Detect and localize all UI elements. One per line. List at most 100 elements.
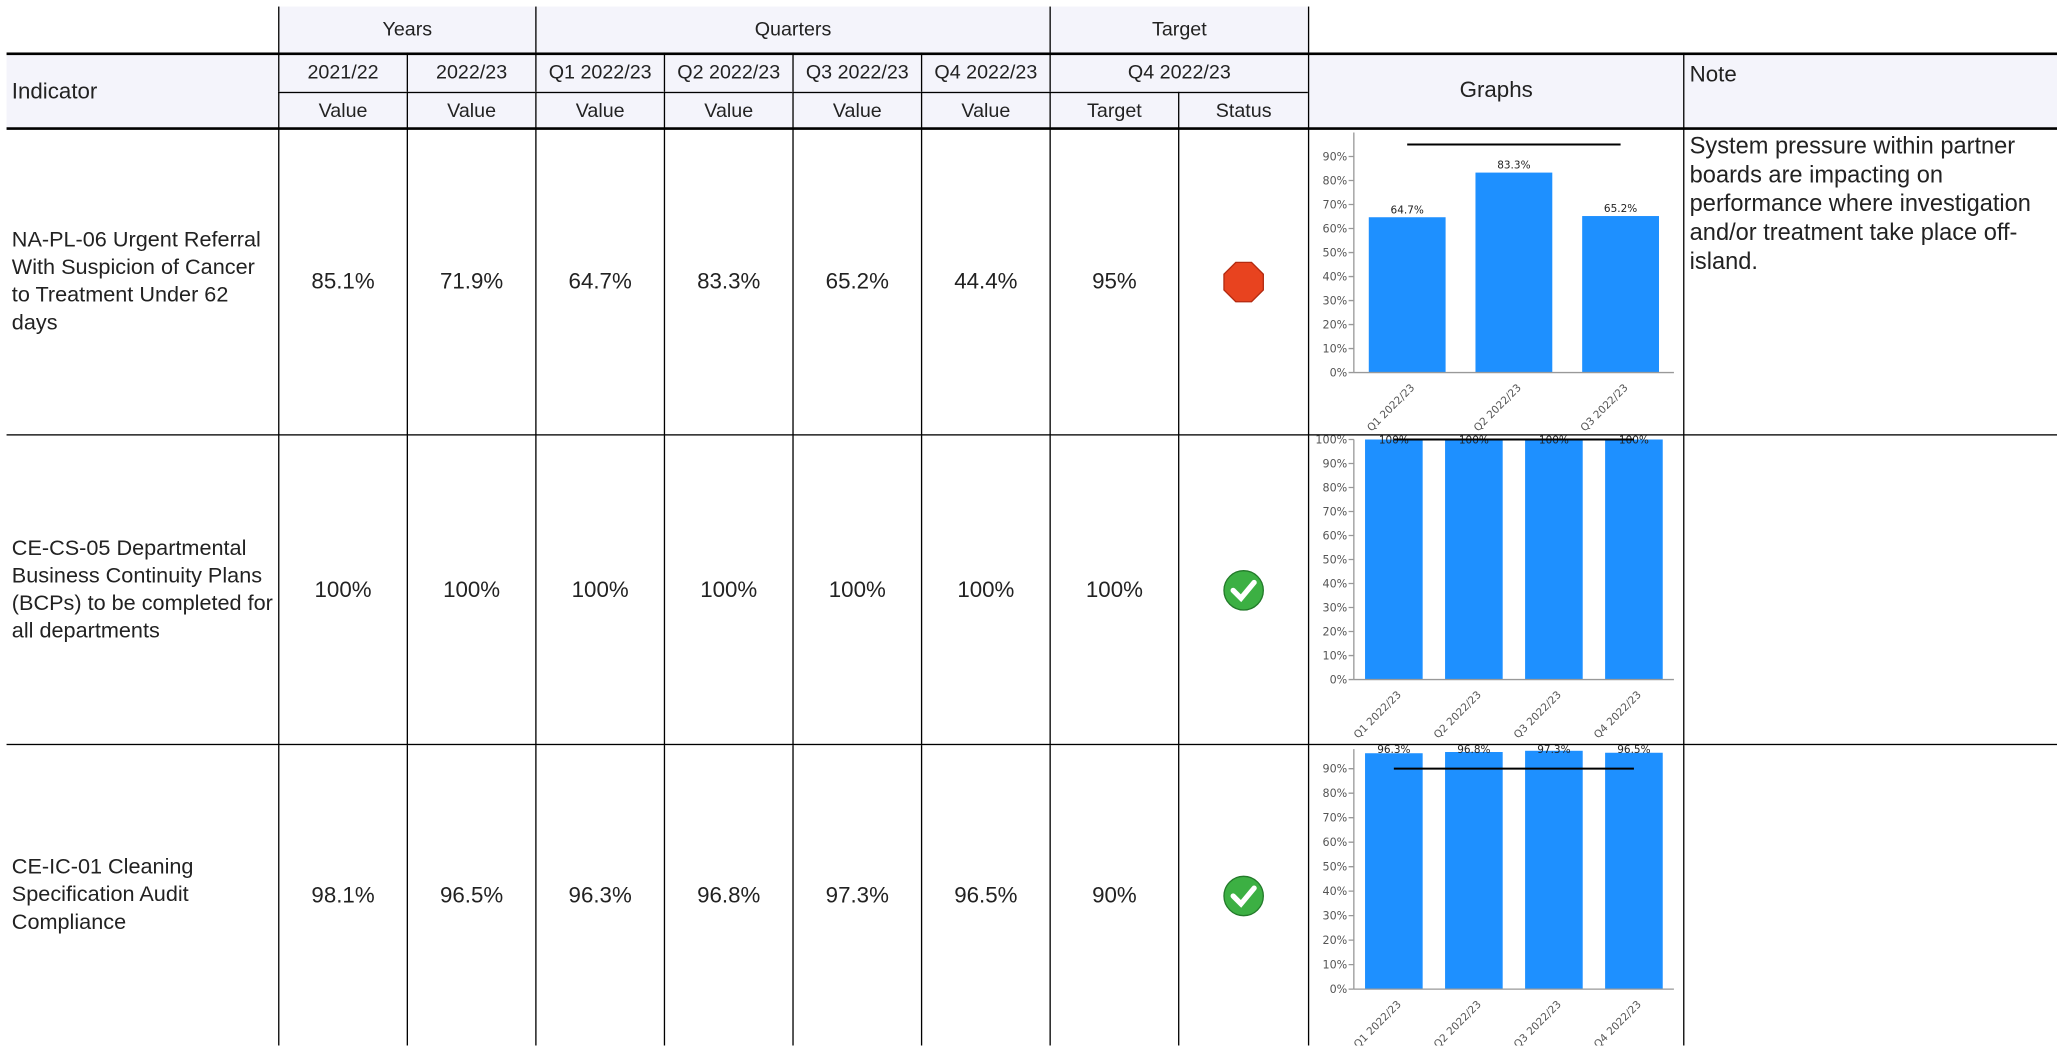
cell-text: 44.4% — [954, 268, 1018, 294]
value: 83.3% — [663, 128, 793, 436]
cell-text: 98.1% — [311, 882, 375, 908]
period-header: Q2 2022/23 — [663, 52, 793, 92]
cell-text: Value — [961, 99, 1011, 123]
subheader: Status — [1178, 91, 1308, 129]
indicator-header: Indicator — [6, 52, 279, 129]
ok-icon — [1223, 875, 1264, 916]
cell-text: 2021/22 — [307, 61, 379, 84]
y-tick-label: 30% — [1323, 294, 1348, 307]
value-label: 100% — [1459, 436, 1489, 447]
bar — [1525, 750, 1583, 990]
y-tick-label: 0% — [1330, 367, 1348, 380]
note-header: Note — [1683, 52, 2057, 129]
value: 100% — [663, 435, 793, 746]
period-header: 2021/22 — [278, 52, 407, 92]
mini-chart: 0% 10% 20% 30% 40% 50% 60% 70% 80% 90% 64.7% Q1 202… — [1323, 132, 1674, 434]
cell-text: CE-CS-05 Departmental Business Continuit… — [11, 536, 273, 643]
value-label: 96.3% — [1377, 745, 1410, 756]
target: 100% — [1049, 435, 1178, 746]
indicator: CE-CS-05 Departmental Business Continuit… — [7, 436, 279, 746]
x-tick-label: Q3 2022/23 — [1578, 382, 1630, 434]
status — [1178, 128, 1308, 436]
cell-text: Note — [1689, 61, 1737, 87]
value-label: 100% — [1379, 436, 1409, 447]
subheader: Value — [406, 91, 536, 129]
status-icon — [1223, 875, 1264, 916]
value: 100% — [406, 435, 536, 746]
y-tick-label: 60% — [1323, 222, 1348, 235]
y-tick-label: 70% — [1323, 505, 1348, 518]
value-label: 96.5% — [1617, 745, 1650, 756]
y-tick-label: 0% — [1330, 983, 1348, 996]
graph-cell: 0% 10% 20% 30% 40% 50% 60% 70% 80% 90% 100% 100% Q1 … — [1307, 435, 1683, 746]
bar — [1475, 172, 1553, 373]
bars — [1368, 172, 1659, 373]
x-tick-label: Q2 2022/23 — [1432, 689, 1484, 741]
cell-text: NA-PL-06 Urgent Referral With Suspicion … — [11, 228, 261, 335]
mini-chart: 0% 10% 20% 30% 40% 50% 60% 70% 80% 90% 100% 100% Q1 … — [1315, 436, 1674, 741]
x-tick-label: Q1 2022/23 — [1352, 999, 1404, 1046]
cell-text: 65.2% — [825, 268, 889, 294]
cell-text: 100% — [571, 577, 629, 603]
cell-text: 100% — [700, 577, 758, 603]
cell-text: Indicator — [11, 78, 98, 103]
cell-text: 100% — [443, 577, 501, 603]
cell-text: 100% — [828, 577, 886, 603]
y-tick-label: 70% — [1323, 812, 1348, 825]
value-label: 64.7% — [1391, 204, 1424, 216]
y-tick-label: 30% — [1323, 910, 1348, 923]
status — [1178, 435, 1308, 746]
subheader: Value — [278, 91, 407, 129]
status-icon — [1223, 261, 1264, 303]
graphs-header: Graphs — [1307, 52, 1684, 129]
cell-text: 85.1% — [311, 268, 375, 294]
bar — [1605, 439, 1663, 680]
bar — [1445, 439, 1503, 680]
bar — [1582, 216, 1659, 373]
cell-text: Graphs — [1459, 77, 1533, 103]
group-header: Target — [1049, 6, 1308, 53]
cell-text: 96.8% — [697, 882, 761, 908]
y-tick-label: 0% — [1330, 673, 1348, 686]
bar — [1365, 439, 1423, 680]
value-label: 83.3% — [1497, 160, 1530, 172]
x-tick-label: Q2 2022/23 — [1472, 382, 1524, 434]
status — [1178, 745, 1308, 1046]
y-tick-label: 90% — [1323, 457, 1348, 470]
x-tick-label: Q4 2022/23 — [1592, 689, 1644, 741]
period-header: Q1 2022/23 — [535, 52, 664, 92]
x-tick-label: Q1 2022/23 — [1352, 689, 1404, 741]
cell-text: Years — [382, 18, 433, 41]
cell-text: 100% — [314, 577, 372, 603]
cell-text: 71.9% — [439, 268, 504, 294]
target: 95% — [1049, 128, 1178, 436]
cell-text: 95% — [1092, 268, 1137, 294]
period-header: 2022/23 — [406, 52, 536, 92]
cell-text: Value — [575, 99, 625, 123]
value: 100% — [535, 435, 664, 746]
y-tick-label: 70% — [1323, 198, 1348, 211]
cell-text: Q4 2022/23 — [1127, 61, 1231, 84]
period-header: Q3 2022/23 — [792, 52, 921, 92]
y-tick-label: 100% — [1315, 436, 1347, 447]
note: System pressure within partner boards ar… — [1683, 128, 2057, 436]
bar — [1605, 752, 1663, 990]
cell-text: Target — [1087, 99, 1142, 123]
cell-text: 64.7% — [568, 268, 632, 294]
value: 71.9% — [406, 128, 536, 436]
y-tick-label: 60% — [1323, 836, 1348, 849]
cell-text: Quarters — [754, 18, 832, 41]
row-rule — [6, 743, 2057, 746]
subheader: Value — [663, 91, 793, 129]
stop-icon — [1223, 261, 1264, 303]
y-tick-label: 20% — [1323, 318, 1348, 331]
period-header: Q4 2022/23 — [1049, 52, 1308, 92]
check — [1230, 579, 1257, 603]
bars — [1365, 439, 1663, 680]
y-tick-label: 10% — [1323, 959, 1348, 972]
value: 100% — [792, 435, 921, 746]
cell-text: Value — [832, 99, 882, 123]
y-tick-label: 80% — [1323, 787, 1348, 800]
x-tick-label: Q3 2022/23 — [1512, 999, 1564, 1046]
header-rule — [6, 52, 2057, 56]
